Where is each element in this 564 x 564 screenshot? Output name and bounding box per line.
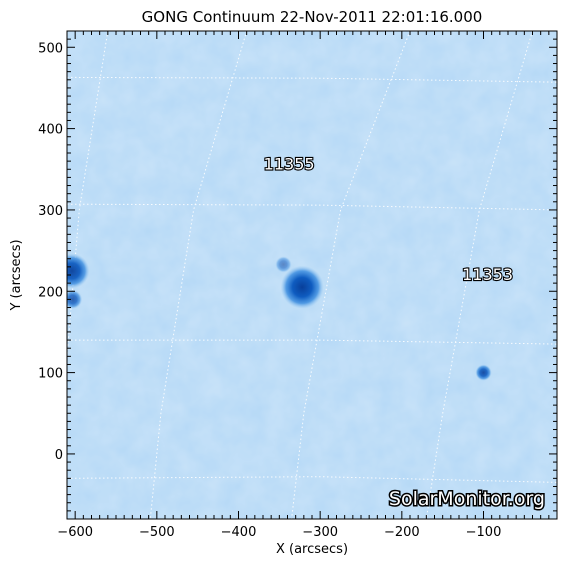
y-tick-label: 400: [38, 123, 63, 138]
x-tick-label: −400: [221, 525, 257, 540]
y-tick-label: 200: [38, 285, 63, 300]
grid-latitude-line-2: [67, 339, 557, 345]
x-axis-label: X (arcsecs): [276, 542, 348, 557]
active-region-labels: 11355 11353: [263, 153, 515, 285]
plot-title: GONG Continuum 22-Nov-2011 22:01:16.000: [142, 8, 483, 26]
active-region-label-11355: 11355: [264, 154, 315, 173]
active-region-label-11353: 11353: [462, 265, 513, 284]
solarmonitor-watermark: SolarMonitor.org: [389, 488, 545, 510]
grid-latitude-line-0: [67, 76, 557, 83]
y-axis-ticks: 0 100 200 300 400 500: [38, 30, 557, 520]
y-tick-label: 300: [38, 204, 63, 219]
x-tick-label: −600: [57, 525, 93, 540]
heliographic-grid: [67, 31, 557, 519]
x-tick-label: −100: [466, 525, 502, 540]
x-tick-label: −500: [139, 525, 175, 540]
x-tick-label: −300: [302, 525, 338, 540]
spot-edge-upper: [67, 253, 90, 289]
grid-latitude-line-3: [67, 476, 557, 483]
grid-longitude-line-1: [149, 31, 248, 519]
grid-latitude-line-1: [67, 203, 557, 211]
spot-11353: [475, 364, 492, 381]
sunspots-layer: [67, 253, 492, 381]
y-tick-label: 500: [38, 41, 63, 56]
x-tick-label: −200: [384, 525, 420, 540]
spot-11355-small: [275, 256, 292, 273]
grid-longitude-line-0: [67, 31, 109, 357]
spot-11355-main: [280, 265, 324, 309]
x-axis-ticks: −600 −500 −400 −300 −200 −100: [57, 31, 558, 540]
y-tick-label: 0: [55, 448, 63, 463]
grid-longitude-line-3: [425, 31, 533, 519]
y-axis-label: Y (arcsecs): [9, 239, 24, 311]
y-tick-label: 100: [38, 367, 63, 382]
plot-area: 11355 11353: [67, 31, 557, 519]
spot-edge-lower: [67, 289, 83, 309]
